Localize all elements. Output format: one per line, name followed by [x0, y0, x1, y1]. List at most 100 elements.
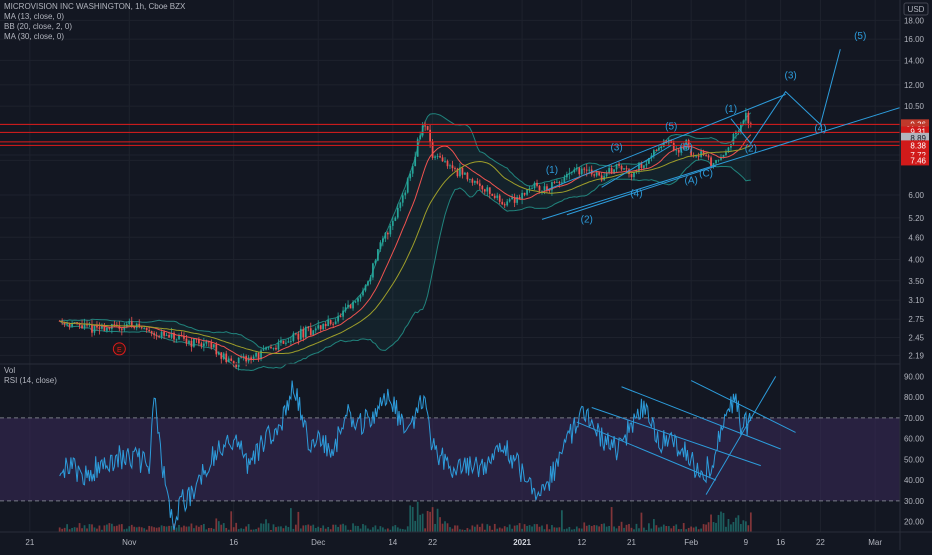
- volume-bar: [163, 526, 165, 532]
- horizontal-levels[interactable]: [0, 123, 900, 146]
- volume-bar: [526, 525, 528, 532]
- volume-bar: [533, 524, 536, 532]
- candle-body: [685, 140, 688, 150]
- candle-body: [414, 156, 417, 167]
- candle-body: [677, 149, 680, 153]
- volume-bar: [78, 523, 81, 532]
- volume-bar: [473, 526, 476, 532]
- candle-body: [113, 324, 116, 325]
- rsi-axis[interactable]: 90.00 80.00 70.00 60.00 50.00 40.00 30.00 20.00: [904, 372, 925, 526]
- candle-body: [257, 352, 260, 360]
- indicator-ma30[interactable]: MA (30, close, 0): [4, 32, 65, 41]
- candle-body: [610, 168, 613, 174]
- rsi-trend-drawings[interactable]: [576, 376, 796, 495]
- candle-body: [548, 190, 551, 192]
- candle-body: [307, 326, 310, 329]
- price-overlay-box: 9.31: [901, 126, 929, 137]
- volume-bar: [744, 521, 747, 532]
- candle-body: [349, 304, 352, 309]
- candle-body: [200, 343, 203, 346]
- symbol-legend[interactable]: MICROVISION INC WASHINGTON, 1h, Cboe BZX…: [4, 2, 185, 42]
- indicator-bb[interactable]: BB (20, close, 2, 0): [4, 22, 73, 31]
- candle-body: [66, 323, 68, 325]
- currency-button[interactable]: USD: [903, 2, 929, 16]
- candle-body: [277, 342, 280, 350]
- volume-bar: [106, 524, 108, 532]
- volume-bar: [672, 525, 675, 532]
- rsi-tick-label: 20.00: [904, 518, 925, 527]
- volume-bar: [344, 525, 347, 532]
- candle-body: [235, 364, 238, 367]
- volume-bar: [165, 526, 168, 532]
- candle-body: [655, 150, 658, 151]
- candle-body: [543, 186, 546, 191]
- candle-body: [292, 333, 295, 342]
- rsi-downtrend-upper: [621, 386, 781, 450]
- candle-body: [374, 260, 377, 264]
- candle-body: [613, 169, 615, 174]
- lower-pane-legend[interactable]: Vol RSI (14, close): [4, 366, 57, 386]
- volume-bar: [101, 529, 103, 532]
- volume-bar: [304, 525, 307, 532]
- candle-body: [648, 158, 650, 164]
- volume-bar: [561, 510, 563, 532]
- price-tick-label: 12.00: [904, 81, 925, 90]
- volume-bar: [148, 525, 151, 532]
- volume-bar: [488, 525, 491, 532]
- candle-body: [488, 187, 491, 194]
- candle-body: [319, 325, 322, 330]
- volume-bar: [570, 529, 573, 532]
- candle-body: [347, 304, 349, 308]
- price-tick-label: 2.45: [908, 333, 924, 342]
- candle-body: [429, 129, 431, 142]
- volume-bar: [91, 524, 93, 532]
- volume-bar: [170, 525, 173, 532]
- elliott-wave-label: (4): [630, 188, 642, 199]
- volume-bar: [260, 523, 262, 532]
- candle-body: [275, 347, 277, 350]
- volume-bar: [600, 523, 603, 532]
- volume-bar: [292, 528, 295, 532]
- candle-body: [227, 358, 230, 363]
- candle-body: [225, 353, 228, 363]
- indicator-ma13[interactable]: MA (13, close, 0): [4, 12, 65, 21]
- time-tick-label: 12: [577, 538, 586, 547]
- volume-bar: [232, 527, 235, 532]
- candle-body: [252, 356, 255, 360]
- candle-body: [570, 171, 573, 173]
- price-tick-label: 2.19: [908, 351, 924, 360]
- candle-body: [260, 350, 262, 360]
- volume-bar: [546, 524, 548, 532]
- candle-body: [640, 163, 643, 168]
- trend-drawings[interactable]: E: [112, 49, 901, 356]
- candle-body: [742, 120, 745, 125]
- volume-bar: [193, 528, 195, 532]
- volume-bar: [245, 526, 248, 532]
- candle-body: [531, 188, 533, 190]
- volume-bar: [613, 526, 615, 532]
- volume-bar: [68, 529, 71, 532]
- rsi-band: [0, 417, 900, 502]
- volume-bar: [481, 523, 484, 532]
- price-overlay-box: 8.89: [901, 132, 929, 143]
- candle-body: [478, 183, 481, 186]
- candle-body: [605, 172, 608, 177]
- volume-bar: [478, 526, 481, 532]
- volume-bar: [200, 525, 203, 532]
- time-axis[interactable]: 21 Nov 16 Dec 14 22 2021 12 21 Feb 9 16 22 Mar: [25, 538, 882, 547]
- rsi-label[interactable]: RSI (14, close): [4, 376, 57, 385]
- candle-body: [744, 112, 747, 121]
- volume-bar: [257, 527, 260, 532]
- candle-body: [675, 149, 678, 151]
- candle-body: [188, 340, 190, 344]
- volume-bar: [339, 524, 342, 532]
- candle-body: [237, 357, 240, 367]
- volume-label[interactable]: Vol: [4, 366, 16, 375]
- candle-body: [406, 178, 409, 193]
- volume-bar: [73, 527, 76, 532]
- candle-body: [255, 352, 257, 357]
- volume-bar: [270, 529, 272, 532]
- volume-bar: [312, 524, 315, 532]
